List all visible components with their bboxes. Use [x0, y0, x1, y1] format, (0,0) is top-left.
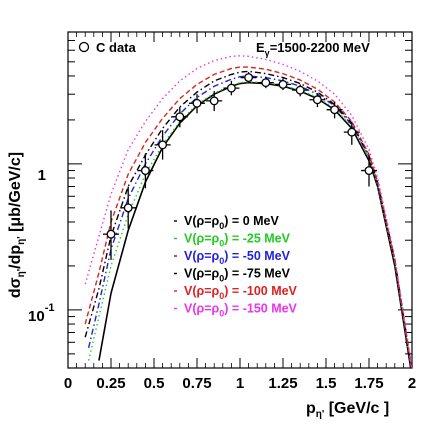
x-tick-label: 2 [408, 375, 416, 392]
data-marker-icon [78, 41, 90, 53]
legend-entry-main: V(ρ=ρ [184, 232, 220, 246]
y-axis-title-sub2: η' [16, 236, 27, 245]
legend-entry-tail: ) = -25 MeV [224, 232, 290, 246]
data-marker [209, 96, 219, 106]
legend-entry-sub: 0 [219, 309, 224, 319]
x-tick-label: 1.75 [354, 375, 383, 392]
annotation-energy: Eγ=1500-2200 MeV [256, 40, 370, 58]
legend-entry-tail: ) = -50 MeV [224, 249, 290, 263]
data-point [309, 93, 326, 108]
data-points [103, 72, 377, 260]
legend-entry-main: V(ρ=ρ [184, 214, 220, 228]
y-axis-title-sub1: η' [16, 269, 27, 278]
legend-entry-main: V(ρ=ρ [184, 267, 220, 281]
legend-entry-tail: ) = -100 MeV [224, 284, 297, 298]
legend-entry-main: V(ρ=ρ [184, 284, 220, 298]
data-marker [312, 95, 322, 105]
data-point [240, 72, 257, 84]
data-marker [278, 79, 288, 89]
y-tick-label-0.1: 10-1 [28, 302, 54, 325]
data-marker [347, 127, 357, 137]
data-marker [175, 112, 185, 122]
y-tick-label-exp: -1 [45, 302, 55, 314]
legend-entry-3: V(ρ=ρ0) = -75 MeV [184, 267, 291, 284]
legend-entry-main: V(ρ=ρ [184, 249, 220, 263]
data-marker [330, 105, 340, 115]
data-marker [192, 98, 202, 108]
annotation-energy-main: E [256, 40, 265, 55]
y-axis-title-mid: /dp [7, 245, 24, 269]
legend-entry-tail: ) = -150 MeV [224, 302, 297, 316]
data-point [361, 156, 377, 187]
legend-entry-4: V(ρ=ρ0) = -100 MeV [184, 284, 298, 301]
data-point [103, 210, 119, 260]
y-tick-label-1: 1 [38, 167, 46, 184]
data-point [154, 130, 171, 160]
data-point [120, 186, 137, 229]
data-point [257, 76, 274, 89]
x-axis-ticks: 0 0.25 0.5 0.75 1 1.25 1.5 1.75 2 [64, 32, 416, 392]
legend-entry-sub: 0 [219, 221, 224, 231]
data-marker [158, 140, 168, 150]
data-point [275, 78, 291, 91]
data-marker [123, 203, 133, 213]
y-axis-title-unit: [μb/GeV/c] [7, 152, 24, 236]
data-point [326, 102, 343, 119]
data-marker [261, 78, 271, 88]
x-axis-title-unit: [GeV/c ] [324, 400, 389, 417]
x-tick-label: 0.75 [182, 375, 211, 392]
y-axis-title: dση'/dpη' [μb/GeV/c] [7, 152, 27, 298]
annotation-left-text: C data [96, 40, 137, 55]
x-tick-label: 1.5 [316, 375, 337, 392]
data-point [223, 80, 240, 96]
y-axis-title-main: dσ [7, 277, 24, 298]
data-marker [106, 229, 116, 239]
data-point [343, 121, 360, 145]
data-point [292, 84, 309, 97]
x-axis-title-main: p [306, 400, 316, 417]
legend-entry-2: V(ρ=ρ0) = -50 MeV [184, 249, 291, 266]
y-tick-label-ten: 10 [28, 308, 45, 325]
x-tick-label: 0.5 [144, 375, 165, 392]
data-marker [364, 166, 374, 176]
data-point [206, 91, 223, 112]
series-line-0 [98, 81, 412, 368]
y-axis-ticks [68, 31, 412, 369]
x-axis-title-sub: η' [316, 409, 325, 420]
legend-entry-sub: 0 [219, 239, 224, 249]
annotation-energy-tail: =1500-2200 MeV [270, 40, 370, 55]
x-tick-label: 0 [64, 375, 72, 392]
data-point [189, 94, 205, 114]
legend-entry-sub: 0 [219, 256, 224, 266]
legend-entry-main: V(ρ=ρ [184, 302, 220, 316]
data-marker [295, 85, 305, 95]
annotation-c-data: C data [78, 40, 137, 55]
series-line-5 [84, 55, 412, 368]
data-marker [226, 83, 236, 93]
legend-entry-sub: 0 [219, 274, 224, 284]
legend-entry-1: V(ρ=ρ0) = -25 MeV [184, 232, 291, 249]
data-point [171, 107, 188, 128]
legend-entry-5: V(ρ=ρ0) = -150 MeV [184, 302, 298, 319]
x-axis-title: pη' [GeV/c ] [306, 400, 389, 420]
data-marker [244, 73, 254, 83]
annotation-energy-sub: γ [265, 48, 270, 58]
legend-entry-0: V(ρ=ρ0) = 0 MeV [184, 214, 279, 231]
series-line-4 [84, 66, 412, 368]
x-tick-label: 1 [236, 375, 244, 392]
data-marker [140, 166, 150, 176]
x-tick-label: 0.25 [96, 375, 125, 392]
legend-entry-tail: ) = 0 MeV [224, 214, 279, 228]
legend-entry-tail: ) = -75 MeV [224, 267, 290, 281]
legend-entry-sub: 0 [219, 291, 224, 301]
data-point [137, 153, 154, 189]
x-tick-label: 1.25 [268, 375, 297, 392]
